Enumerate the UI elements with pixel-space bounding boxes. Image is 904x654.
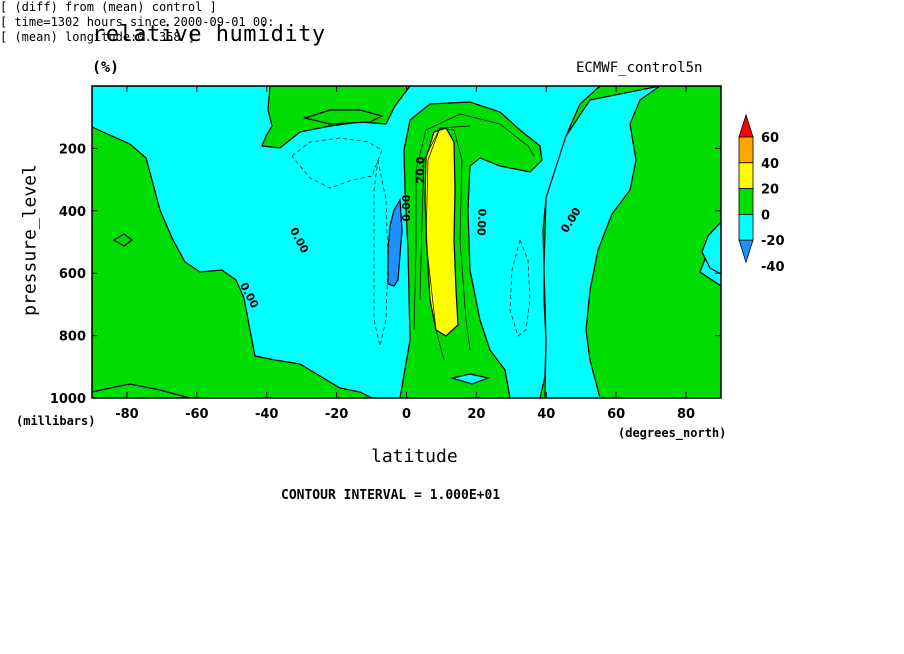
fill-20-40-core — [424, 127, 459, 337]
y-tick-label: 200 — [59, 142, 86, 157]
fill-0-20-lens — [302, 109, 384, 125]
contour-line-pos10b — [419, 125, 471, 301]
x-axis-label: latitude — [371, 446, 458, 467]
fill-0-20-left — [92, 86, 411, 398]
x-tick-label: 80 — [677, 407, 695, 422]
fill-0-20-bottom — [449, 373, 491, 385]
contour-line-neg10-a — [291, 137, 383, 189]
colorbar-arrow-top — [738, 113, 754, 138]
note-line: [ (mean) longitude:0..358 ] — [0, 30, 196, 44]
colorbar-segment — [738, 213, 754, 241]
contour-lines — [291, 113, 535, 361]
fill-neg20-0-notch — [112, 233, 133, 247]
fill-neg20-0-right — [543, 86, 661, 398]
colorbar-label: -20 — [761, 234, 785, 249]
colorbar-label: 60 — [761, 131, 779, 146]
note-line: [ (diff) from (mean) control ] — [0, 0, 217, 14]
x-tick-label: -20 — [325, 407, 349, 422]
x-tick-label: -40 — [255, 407, 279, 422]
note-line: [ time=1302 hours since 2000-09-01 00: — [0, 15, 275, 29]
chart-units: (%) — [92, 58, 120, 76]
y-tick-label: 400 — [59, 205, 86, 220]
y-tick-label: 600 — [59, 267, 86, 282]
contour-line-neg10-c — [509, 238, 531, 337]
x-tick-label: -80 — [115, 407, 139, 422]
x-tick-label: 0 — [402, 407, 411, 422]
fill-neg20-0-edge — [701, 221, 721, 275]
colorbar-segment — [738, 188, 754, 215]
contour-line-pos10 — [413, 113, 535, 331]
contour-line-pos30 — [425, 127, 471, 361]
contour-line-neg10-b — [373, 159, 389, 347]
colorbar-label: -40 — [761, 260, 785, 275]
y-axis-units: (millibars) — [16, 414, 96, 428]
y-tick-label: 800 — [59, 330, 86, 345]
x-tick-label: 60 — [607, 407, 625, 422]
contour-label: 0.00 — [400, 194, 413, 221]
fill-neg40-neg20 — [387, 198, 403, 287]
x-tick-label: 20 — [467, 407, 485, 422]
colorbar-arrow-bottom — [738, 239, 754, 264]
colorbar-label: 20 — [761, 183, 779, 198]
axis-ticks: -80 -60 -40 -20 0 20 40 60 80 200 400 600 800 1000 — [50, 86, 721, 422]
colorbar-segment — [738, 136, 754, 164]
contour-interval: CONTOUR INTERVAL = 1.000E+01 — [281, 488, 501, 503]
contour-fills — [92, 86, 721, 398]
contour-label: 20.0 — [414, 156, 427, 183]
metadata-notes: [ (diff) from (mean) control ] [ time=13… — [0, 0, 904, 45]
colorbar-label: 40 — [761, 157, 779, 172]
colorbar-label: 0 — [761, 208, 770, 223]
chart-title: relative humidity — [92, 22, 326, 47]
x-axis-units: (degrees_north) — [618, 426, 727, 440]
colorbar: 60 40 20 0 -20 -40 — [738, 113, 785, 275]
colorbar-segment — [738, 162, 754, 190]
y-tick-label: 1000 — [50, 392, 86, 407]
dataset-name: ECMWF_control5n — [576, 60, 703, 76]
x-tick-label: -60 — [185, 407, 209, 422]
x-tick-label: 40 — [537, 407, 555, 422]
contour-label: 0.00 — [475, 208, 489, 236]
